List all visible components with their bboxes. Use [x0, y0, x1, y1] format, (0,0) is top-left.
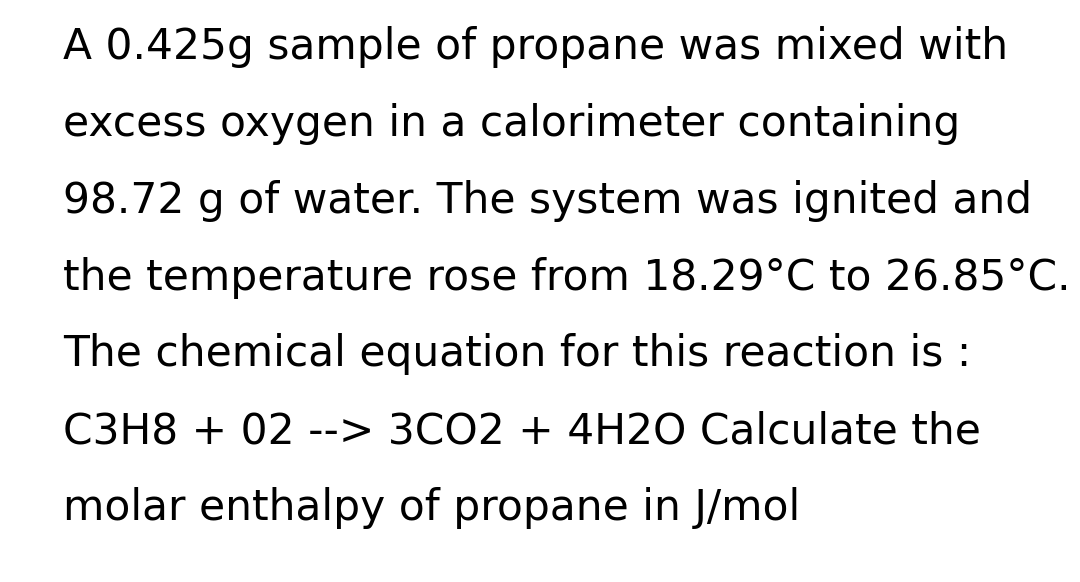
Text: excess oxygen in a calorimeter containing: excess oxygen in a calorimeter containin…: [63, 103, 960, 145]
Text: The chemical equation for this reaction is :: The chemical equation for this reaction …: [63, 333, 971, 375]
Text: C3H8 + 02 --> 3CO2 + 4H2O Calculate the: C3H8 + 02 --> 3CO2 + 4H2O Calculate the: [63, 410, 981, 452]
Text: 98.72 g of water. The system was ignited and: 98.72 g of water. The system was ignited…: [63, 180, 1031, 222]
Text: the temperature rose from 18.29°C to 26.85°C.: the temperature rose from 18.29°C to 26.…: [63, 257, 1070, 299]
Text: molar enthalpy of propane in J/mol: molar enthalpy of propane in J/mol: [63, 487, 800, 529]
Text: A 0.425g sample of propane was mixed with: A 0.425g sample of propane was mixed wit…: [63, 26, 1008, 68]
